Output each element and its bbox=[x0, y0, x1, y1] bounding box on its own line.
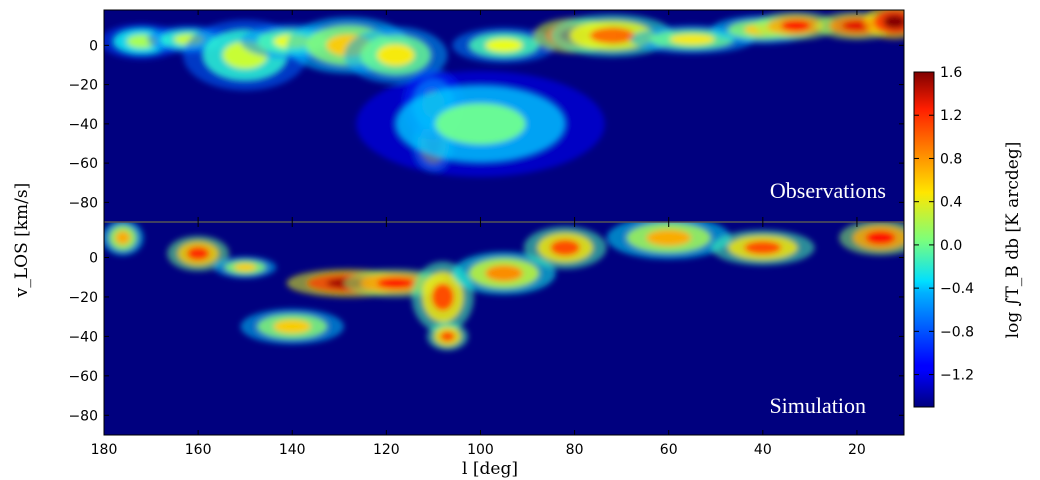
panel-simulation: Simulation bbox=[104, 222, 904, 435]
colorbar: 1.6 1.2 0.8 0.4 0.0 −0.4 −0.8 −1.2 log ∫T_B db … bbox=[913, 65, 1023, 408]
panel-observations-label: Observations bbox=[770, 178, 886, 203]
emission-core bbox=[376, 44, 415, 67]
colorbar-ticks: 1.6 1.2 0.8 0.4 0.0 −0.4 −0.8 −1.2 bbox=[914, 65, 974, 384]
y-tick-label: 0 bbox=[89, 38, 98, 54]
simulation-y-axis: 0 −20 −40 −60 −80 bbox=[68, 251, 904, 424]
y-tick-label: −80 bbox=[68, 408, 98, 424]
y-tick-label: −20 bbox=[68, 78, 98, 94]
observations-y-axis: 0 −20 −40 −60 −80 bbox=[68, 38, 904, 211]
colorbar-tick-label: 0.0 bbox=[940, 238, 962, 254]
x-axis-label: l [deg] bbox=[462, 459, 518, 479]
emission-core bbox=[550, 239, 581, 256]
emission-core bbox=[744, 240, 782, 255]
emission-core bbox=[440, 330, 456, 342]
emission-core bbox=[883, 14, 904, 29]
x-tick-label: 140 bbox=[279, 442, 306, 458]
x-tick-label: 40 bbox=[754, 442, 772, 458]
emission-core bbox=[646, 229, 692, 247]
colorbar-tick-label: −0.4 bbox=[940, 281, 974, 297]
emission-core bbox=[273, 319, 312, 334]
y-axis-label: v_LOS [km/s] bbox=[12, 183, 32, 299]
colorbar-label: log ∫T_B db [K arcdeg] bbox=[1003, 142, 1023, 339]
emission-core bbox=[376, 277, 415, 289]
colorbar-gradient bbox=[913, 71, 935, 408]
emission-core bbox=[431, 283, 455, 311]
x-tick-label: 100 bbox=[467, 442, 494, 458]
emission-core bbox=[233, 263, 257, 272]
emission-core bbox=[485, 38, 523, 53]
panel-simulation-label: Simulation bbox=[769, 393, 866, 418]
x-tick-label: 160 bbox=[185, 442, 212, 458]
emission-core bbox=[435, 103, 526, 145]
simulation-emission bbox=[104, 222, 904, 351]
emission-core bbox=[589, 27, 635, 44]
colorbar-tick-label: −0.8 bbox=[940, 324, 974, 340]
x-tick-label: 120 bbox=[373, 442, 400, 458]
x-tick-label: 80 bbox=[566, 442, 584, 458]
colorbar-tick-label: 1.2 bbox=[940, 108, 962, 124]
y-tick-label: −20 bbox=[68, 290, 98, 306]
panel-observations: Observations bbox=[104, 10, 904, 222]
x-tick-label: 180 bbox=[91, 442, 118, 458]
x-tick-label: 20 bbox=[848, 442, 866, 458]
x-axis: 180 160 140 120 100 80 60 40 20 bbox=[91, 10, 866, 458]
observations-emission bbox=[104, 10, 904, 177]
emission-core bbox=[115, 230, 131, 245]
emission-core bbox=[780, 20, 811, 32]
y-tick-label: −60 bbox=[68, 156, 98, 172]
colorbar-tick-label: 0.4 bbox=[940, 195, 962, 211]
colorbar-tick-label: 1.6 bbox=[940, 65, 962, 81]
colorbar-tick-label: 0.8 bbox=[940, 151, 962, 167]
y-tick-label: −40 bbox=[68, 117, 98, 133]
y-tick-label: −40 bbox=[68, 329, 98, 345]
x-tick-label: 60 bbox=[660, 442, 678, 458]
emission-core bbox=[865, 230, 896, 245]
y-tick-label: −60 bbox=[68, 369, 98, 385]
y-tick-label: −80 bbox=[68, 195, 98, 211]
panel-simulation-frame bbox=[103, 221, 905, 436]
emission-core bbox=[186, 246, 210, 261]
y-tick-label: 0 bbox=[89, 251, 98, 267]
emission-core bbox=[485, 264, 523, 282]
emission-core bbox=[669, 33, 715, 45]
colorbar-tick-label: −1.2 bbox=[940, 368, 974, 384]
